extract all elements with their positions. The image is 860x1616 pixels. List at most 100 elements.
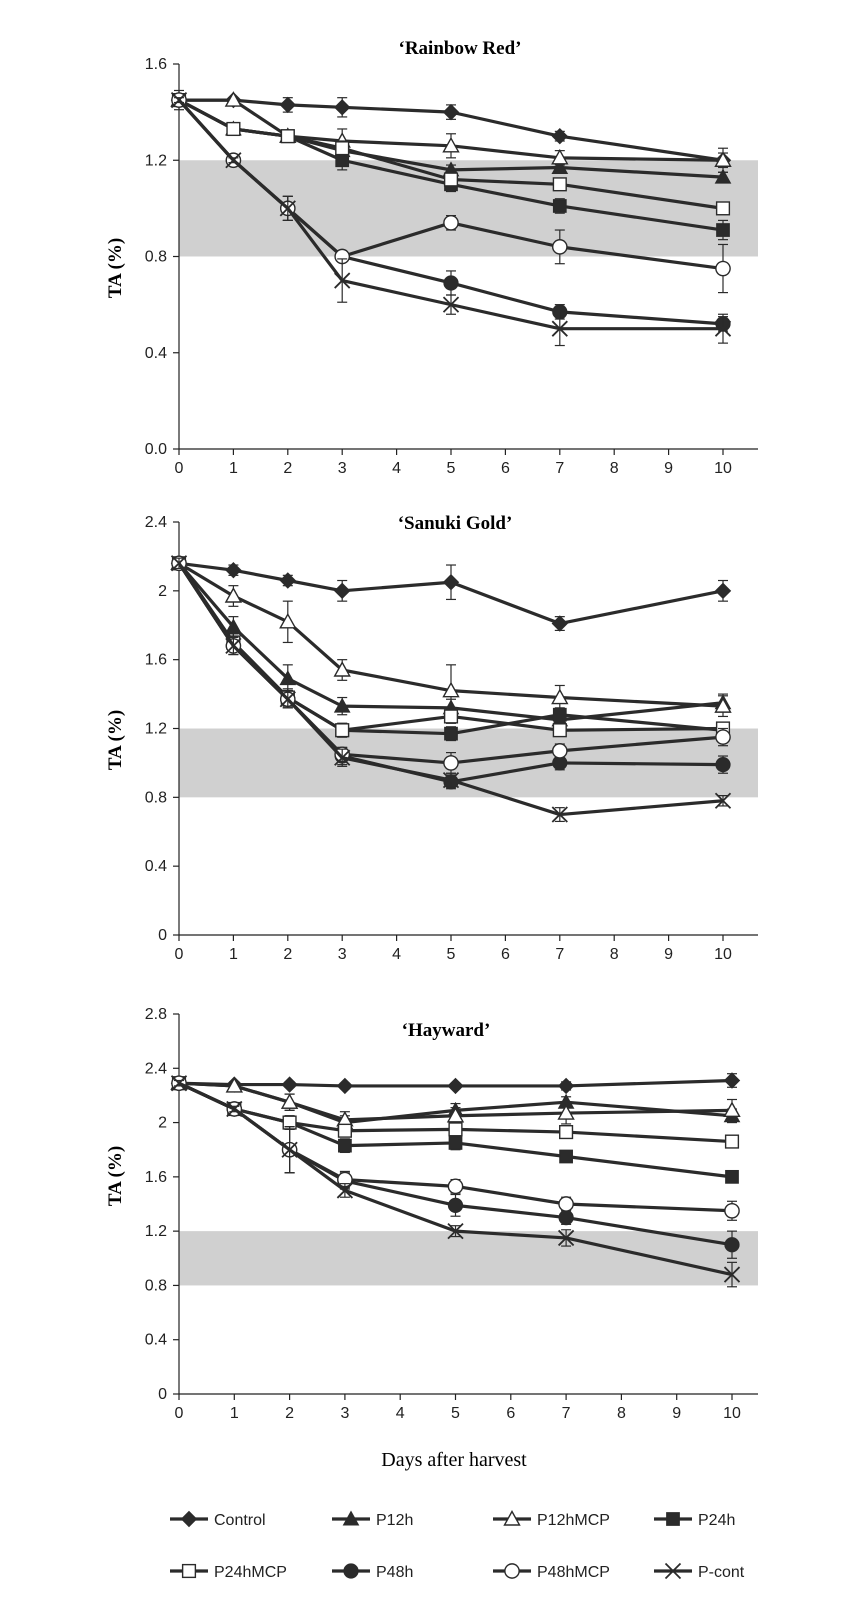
data-point [443, 709, 459, 724]
legend-marker [342, 1510, 360, 1526]
data-point [337, 1123, 352, 1138]
data-point [557, 1077, 575, 1095]
legend-item-p48h: P48h [332, 1563, 413, 1581]
data-point [448, 1122, 463, 1137]
legend-label: Control [214, 1512, 266, 1529]
data-point [714, 168, 732, 184]
series-p12hmcp [170, 1074, 741, 1129]
data-point [334, 272, 351, 289]
y-axis-label: TA (%) [105, 238, 126, 298]
legend-label: P48hMCP [537, 1564, 610, 1581]
data-point [716, 223, 730, 237]
x-tick-label: 8 [610, 946, 619, 963]
data-point [558, 1196, 574, 1212]
legend-marker [180, 1510, 198, 1528]
legend-marker [664, 1562, 682, 1580]
data-point [443, 755, 459, 771]
panel-hayward: ‘Hayward’ TA (%) Days after harvest 0 0.4… [105, 1006, 758, 1471]
data-point [279, 691, 296, 708]
x-tick-label: 2 [283, 460, 292, 477]
x-tick-label: 4 [396, 1405, 405, 1422]
data-point [551, 239, 568, 255]
data-point [280, 129, 295, 144]
y-tick-label: 0.8 [145, 789, 167, 806]
data-point [723, 1101, 741, 1118]
x-tick-label: 5 [447, 946, 456, 963]
data-point [335, 723, 350, 738]
x-tick-label: 2 [283, 946, 292, 963]
series-control [170, 1072, 741, 1095]
panel-sanuki-gold: ‘Sanuki Gold’ TA (%) 0 0.4 0.8 1.2 1.6 2 2.4 0 1… [105, 513, 758, 963]
legend-label: P24hMCP [214, 1564, 287, 1581]
y-tick-label: 0 [158, 1386, 167, 1403]
data-point [335, 141, 350, 156]
legend-label: P12hMCP [537, 1512, 610, 1529]
legend-item-p48hmcp: P48hMCP [493, 1563, 610, 1581]
data-point [279, 572, 297, 589]
x-tick-label: 0 [175, 1405, 184, 1422]
data-point [447, 1077, 464, 1095]
data-point [443, 172, 459, 187]
data-point [170, 1075, 188, 1092]
data-point [725, 1169, 739, 1184]
x-tick-label: 3 [338, 946, 347, 963]
x-tick-label: 4 [392, 946, 401, 963]
data-point [443, 214, 459, 231]
legend-label: P24h [698, 1512, 735, 1529]
data-point [281, 1076, 298, 1093]
y-tick-label: 0.4 [145, 345, 167, 362]
y-tick-label: 2 [158, 1115, 167, 1132]
x-tick-label: 0 [175, 946, 184, 963]
legend: Control P12h P12hMCP P24h P24hMCP P48h P48hMCP… [170, 1510, 745, 1581]
x-tick-label: 7 [555, 460, 564, 477]
panel-title: ‘Sanuki Gold’ [398, 513, 513, 534]
data-point [333, 661, 351, 677]
data-point [559, 1124, 574, 1140]
data-point [724, 1237, 740, 1253]
data-point [443, 275, 459, 291]
data-point [279, 670, 297, 686]
data-point [715, 729, 731, 745]
data-point [442, 296, 460, 313]
data-point [279, 612, 297, 629]
x-tick-label: 10 [723, 1405, 741, 1422]
shaded-band [179, 160, 758, 257]
data-point [551, 806, 568, 823]
legend-item-control: Control [170, 1510, 266, 1529]
x-tick-label: 5 [447, 460, 456, 477]
legend-item-p12h: P12h [332, 1510, 413, 1529]
legend-item-p12hmcp: P12hMCP [493, 1510, 610, 1529]
series-p-cont [170, 91, 732, 347]
data-point [225, 637, 242, 655]
data-point [225, 561, 242, 579]
y-tick-label: 0.8 [145, 249, 167, 266]
y-axis-label: TA (%) [105, 1146, 126, 1206]
x-tick-label: 9 [664, 460, 673, 477]
data-point [558, 1209, 574, 1226]
x-tick-label: 1 [230, 1405, 239, 1422]
x-tick-label: 0 [175, 460, 184, 477]
panel-rainbow-red: ‘Rainbow Red’ TA (%) 0.0 0.4 0.8 1.2 1.6 0 1 2 3… [105, 38, 758, 477]
data-point [442, 103, 460, 121]
legend-marker [666, 1512, 680, 1526]
y-tick-label: 0.0 [145, 441, 167, 458]
data-point [281, 1141, 298, 1158]
data-point [444, 726, 458, 741]
data-point [279, 96, 297, 114]
data-point [551, 320, 568, 337]
data-point [279, 200, 296, 217]
panel-title: ‘Hayward’ [402, 1020, 491, 1041]
data-point [226, 1100, 243, 1118]
series-p12hmcp [170, 554, 732, 718]
data-point [448, 1136, 463, 1150]
data-point [447, 1223, 464, 1240]
data-point [724, 1202, 740, 1219]
y-tick-label: 0.8 [145, 1277, 167, 1294]
data-point [442, 771, 460, 789]
legend-label: P48h [376, 1564, 413, 1581]
data-point [447, 1197, 464, 1213]
x-tick-label: 1 [229, 946, 238, 963]
x-tick-label: 10 [714, 946, 732, 963]
data-point [224, 91, 243, 107]
